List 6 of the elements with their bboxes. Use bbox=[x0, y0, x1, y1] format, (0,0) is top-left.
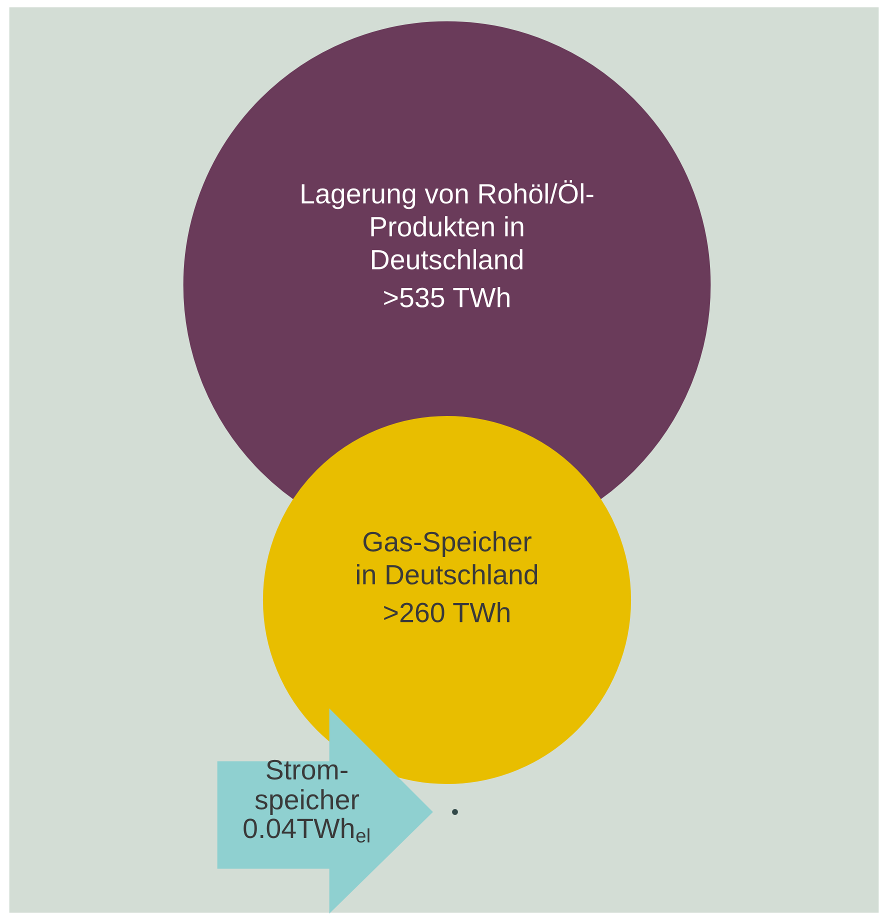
data-label: >260 TWh bbox=[384, 602, 510, 622]
category-label: Gas-Speicher in Deutschland bbox=[356, 531, 538, 585]
data-label: 0.04TWh$_{el}$ bbox=[244, 818, 370, 843]
category-label: Strom- speicher bbox=[255, 760, 360, 815]
category-label: Lagerung von Rohöl/Öl- Produkten in Deutschland bbox=[302, 180, 594, 270]
data-label: >535 TWh bbox=[384, 287, 510, 308]
